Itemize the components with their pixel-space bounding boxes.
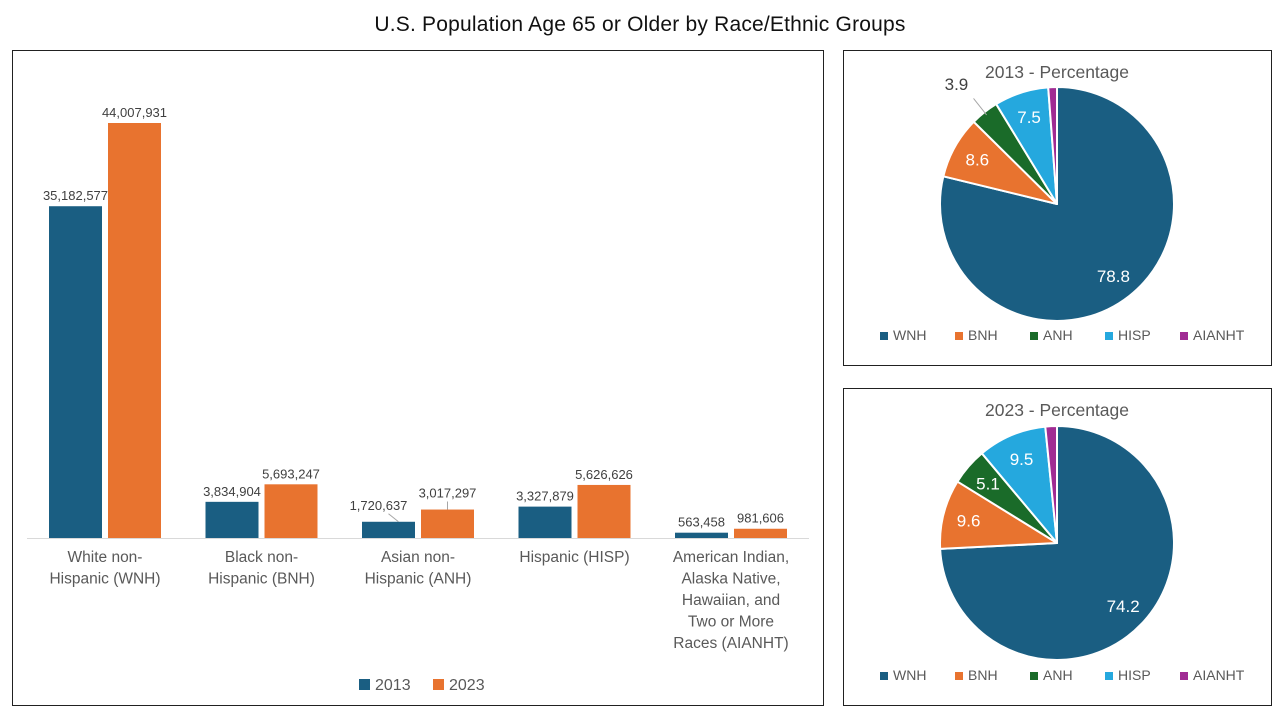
pie-legend-label-bnh: BNH xyxy=(968,667,998,683)
pie-legend-swatch-anh xyxy=(1030,672,1038,680)
bar-legend-label-2013: 2013 xyxy=(375,677,411,694)
category-axis-label: Hispanic (WNH) xyxy=(49,571,160,588)
category-axis-label: American Indian, xyxy=(673,549,789,566)
pie-legend-swatch-wnh xyxy=(880,672,888,680)
page-title: U.S. Population Age 65 or Older by Race/… xyxy=(374,13,906,36)
pie-legend-swatch-hisp xyxy=(1105,332,1113,340)
bar-chart-panel: 35,182,577 44,007,931 White non- Hispanic (… xyxy=(12,50,824,706)
bar-2013-anh xyxy=(362,521,415,538)
bar-2013-bnh xyxy=(205,501,259,538)
bar-2013-aianht xyxy=(675,532,728,538)
pie-legend-label-hisp: HISP xyxy=(1118,667,1151,683)
bar-2013-wnh xyxy=(49,206,102,539)
bar-value-label: 44,007,931 xyxy=(102,105,167,120)
pie-chart-2013-panel: 2013 - Percentage 78.8 8.6 3.9 7.5 WNH BNH ANH H… xyxy=(843,50,1272,366)
bar-chart: 35,182,577 44,007,931 White non- Hispanic (… xyxy=(27,105,809,694)
bar-value-label: 5,626,626 xyxy=(575,467,633,482)
pie-data-label: 9.5 xyxy=(1010,450,1034,469)
pie-slice-aianht xyxy=(1047,86,1058,205)
pie-title: 2013 - Percentage xyxy=(985,62,1129,82)
pie-chart-2023: 2023 - Percentage 74.2 9.6 5.1 9.5 WNH BNH ANH H… xyxy=(880,400,1245,683)
pie-legend-label-aianht: AIANHT xyxy=(1193,327,1245,343)
label-leader-line xyxy=(388,513,399,523)
pie-chart-2023-panel: 2023 - Percentage 74.2 9.6 5.1 9.5 WNH BNH ANH H… xyxy=(843,388,1272,706)
bar-value-label: 5,693,247 xyxy=(262,466,320,481)
category-axis-label: Hispanic (ANH) xyxy=(365,571,472,588)
pie-legend-swatch-aianht xyxy=(1180,332,1188,340)
category-axis-label: Hispanic (BNH) xyxy=(208,571,315,588)
bar-legend-swatch-2023 xyxy=(433,679,444,690)
pie-title: 2023 - Percentage xyxy=(985,400,1129,420)
bar-legend-swatch-2013 xyxy=(359,679,370,690)
pie-data-label: 9.6 xyxy=(957,511,981,530)
pie-label-leader-line xyxy=(973,98,987,116)
pie-legend-label-wnh: WNH xyxy=(893,327,926,343)
bar-2023-wnh xyxy=(108,123,161,538)
pie-slice-aianht xyxy=(1044,425,1058,544)
bar-2023-aianht xyxy=(734,528,787,538)
pie-legend-swatch-aianht xyxy=(1180,672,1188,680)
category-axis-label: White non- xyxy=(68,549,143,566)
bar-legend-label-2023: 2023 xyxy=(449,677,485,694)
pie-legend-label-hisp: HISP xyxy=(1118,327,1151,343)
category-axis-label: Two or More xyxy=(688,614,774,631)
bar-value-label: 3,327,879 xyxy=(516,489,574,504)
pie-legend-label-anh: ANH xyxy=(1043,327,1073,343)
bar-value-label: 981,606 xyxy=(737,511,784,526)
pie-legend-swatch-bnh xyxy=(955,672,963,680)
category-axis-label: Black non- xyxy=(225,549,298,566)
pie-legend-swatch-anh xyxy=(1030,332,1038,340)
pie-data-label: 7.5 xyxy=(1017,108,1041,127)
category-axis-label: Hawaiian, and xyxy=(682,592,780,609)
pie-legend-swatch-hisp xyxy=(1105,672,1113,680)
pie-slice-wnh xyxy=(939,86,1175,322)
pie-chart-2013: 2013 - Percentage 78.8 8.6 3.9 7.5 WNH BNH ANH H… xyxy=(880,62,1245,343)
bar-value-label: 3,834,904 xyxy=(203,484,261,499)
pie-data-label: 74.2 xyxy=(1107,597,1140,616)
category-axis-label: Asian non- xyxy=(381,549,455,566)
category-axis-label: Races (AIANHT) xyxy=(673,635,788,652)
pie-legend-swatch-wnh xyxy=(880,332,888,340)
bar-value-label: 3,017,297 xyxy=(419,486,477,501)
category-axis-label: Alaska Native, xyxy=(681,571,780,588)
pie-legend-label-anh: ANH xyxy=(1043,667,1073,683)
bar-value-label: 35,182,577 xyxy=(43,188,108,203)
bar-2023-hisp xyxy=(577,484,631,538)
bar-value-label: 1,720,637 xyxy=(350,498,408,513)
pie-legend-label-bnh: BNH xyxy=(968,327,998,343)
pie-legend-swatch-bnh xyxy=(955,332,963,340)
pie-data-label: 3.9 xyxy=(945,75,969,94)
bar-2023-anh xyxy=(421,509,474,538)
pie-legend-label-aianht: AIANHT xyxy=(1193,667,1245,683)
category-axis-label: Hispanic (HISP) xyxy=(519,549,629,566)
bar-2023-bnh xyxy=(264,484,318,538)
pie-data-label: 78.8 xyxy=(1097,267,1130,286)
pie-data-label: 8.6 xyxy=(965,151,989,170)
bar-2013-hisp xyxy=(518,506,572,538)
bar-value-label: 563,458 xyxy=(678,515,725,530)
pie-legend-label-wnh: WNH xyxy=(893,667,926,683)
pie-data-label: 5.1 xyxy=(976,474,1000,493)
